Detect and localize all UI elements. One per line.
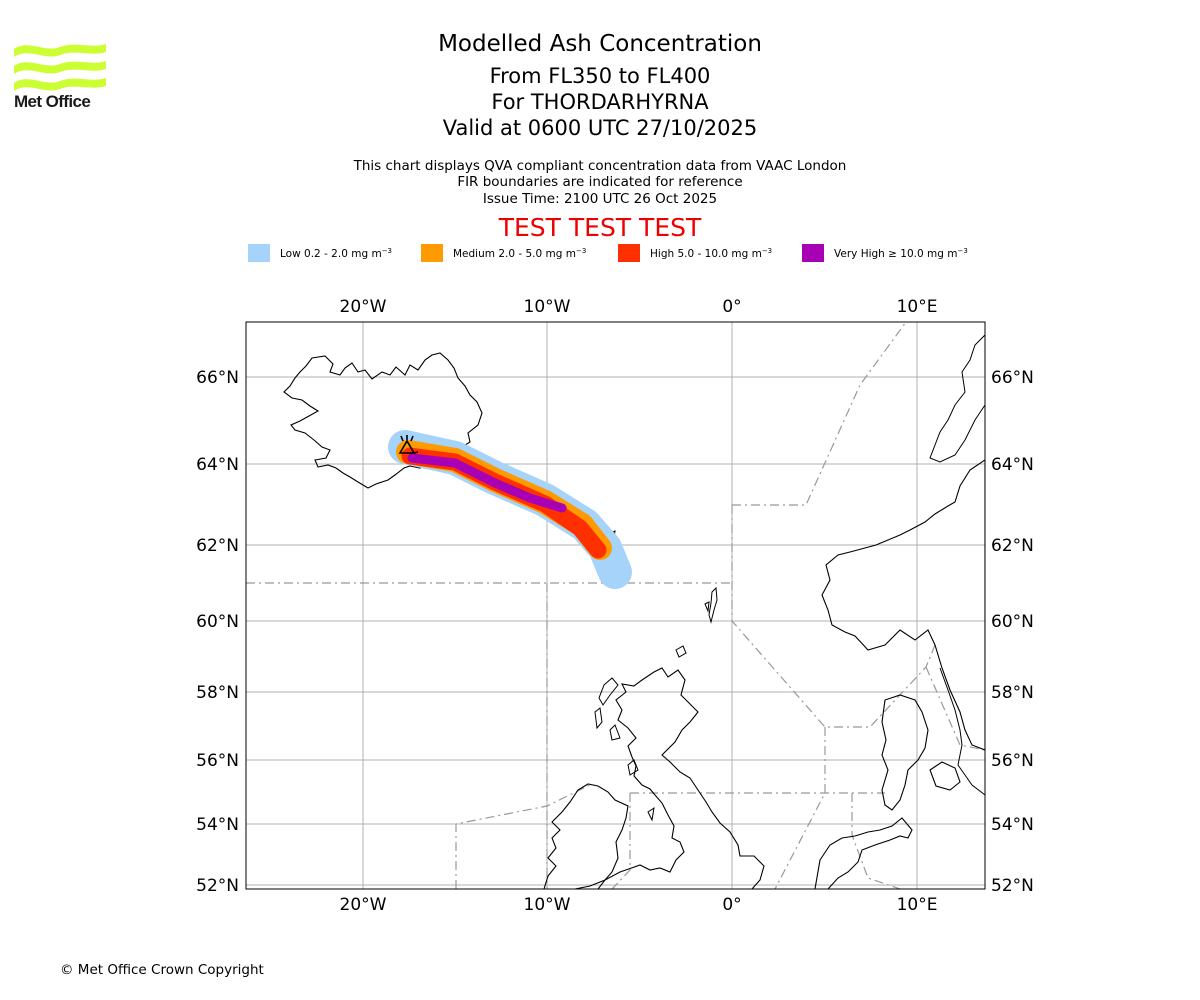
lat-label-right: 58°N [991,683,1034,703]
fir-boundaries [246,322,985,889]
legend-swatch-high [618,244,640,262]
graticule [246,322,985,889]
coastline-shetland [704,586,718,624]
lat-label-right: 66°N [991,368,1034,388]
met-office-logo-text: Met Office [14,92,91,111]
ash-plume [388,430,632,589]
lat-label-left: 60°N [196,612,239,632]
legend-label-very-high: Very High ≥ 10.0 mg m−3 [834,246,968,260]
lat-label-right: 62°N [991,536,1034,556]
lat-label-left: 62°N [196,536,239,556]
legend-item-high: High 5.0 - 10.0 mg m−3 [618,243,772,263]
lon-label-top: 0° [722,297,741,317]
coastline-ireland [543,783,629,889]
lat-label-right: 54°N [991,815,1034,835]
legend-item-very-high: Very High ≥ 10.0 mg m−3 [802,243,968,263]
legend-swatch-low [248,244,270,262]
lon-label-top: 20°W [340,297,387,317]
subtitle-fir: FIR boundaries are indicated for referen… [457,174,743,190]
met-office-logo [14,44,106,91]
map-frame [245,321,986,890]
coastline-sweden [939,667,985,796]
legend-swatch-medium [421,244,443,262]
lon-label-top: 10°E [897,297,938,317]
lat-label-left: 58°N [196,683,239,703]
issue-time: Issue Time: 2100 UTC 26 Oct 2025 [482,191,718,207]
flight-level-range: From FL350 to FL400 [489,64,711,88]
subtitle-qva: This chart displays QVA compliant concen… [353,158,847,174]
lon-label-bottom: 0° [722,895,741,915]
chart-title: Modelled Ash Concentration [438,31,762,57]
coastline-norway [821,459,985,751]
lon-label-bottom: 10°E [897,895,938,915]
lat-label-right: 64°N [991,455,1034,475]
coastline-low-countries [814,817,913,889]
coastline-great-britain [597,667,765,889]
lat-label-right: 56°N [991,751,1034,771]
test-banner: TEST TEST TEST [498,213,702,242]
coastline-norway-north [929,334,985,463]
copyright-notice: © Met Office Crown Copyright [60,962,264,978]
legend-label-medium: Medium 2.0 - 5.0 mg m−3 [453,246,587,260]
lat-label-left: 56°N [196,751,239,771]
lat-label-right: 52°N [991,876,1034,896]
coastline-denmark [881,694,961,811]
lon-label-top: 10°W [524,297,571,317]
legend-item-medium: Medium 2.0 - 5.0 mg m−3 [421,243,586,263]
lat-label-left: 66°N [196,368,239,388]
lon-label-bottom: 20°W [340,895,387,915]
lat-label-right: 60°N [991,612,1034,632]
lon-label-bottom: 10°W [524,895,571,915]
legend-item-low: Low 0.2 - 2.0 mg m−3 [248,243,392,263]
lat-label-left: 64°N [196,455,239,475]
legend-swatch-very-high [802,244,824,262]
lat-label-left: 54°N [196,815,239,835]
plume-very-high [407,453,567,513]
legend-label-high: High 5.0 - 10.0 mg m−3 [650,246,773,260]
valid-time: Valid at 0600 UTC 27/10/2025 [442,116,758,140]
volcano-name: For THORDARHYRNA [491,90,709,114]
lat-label-left: 52°N [196,876,239,896]
volcano-icon [398,435,419,454]
legend-label-low: Low 0.2 - 2.0 mg m−3 [280,246,393,260]
coastline-hebrides [594,645,687,822]
